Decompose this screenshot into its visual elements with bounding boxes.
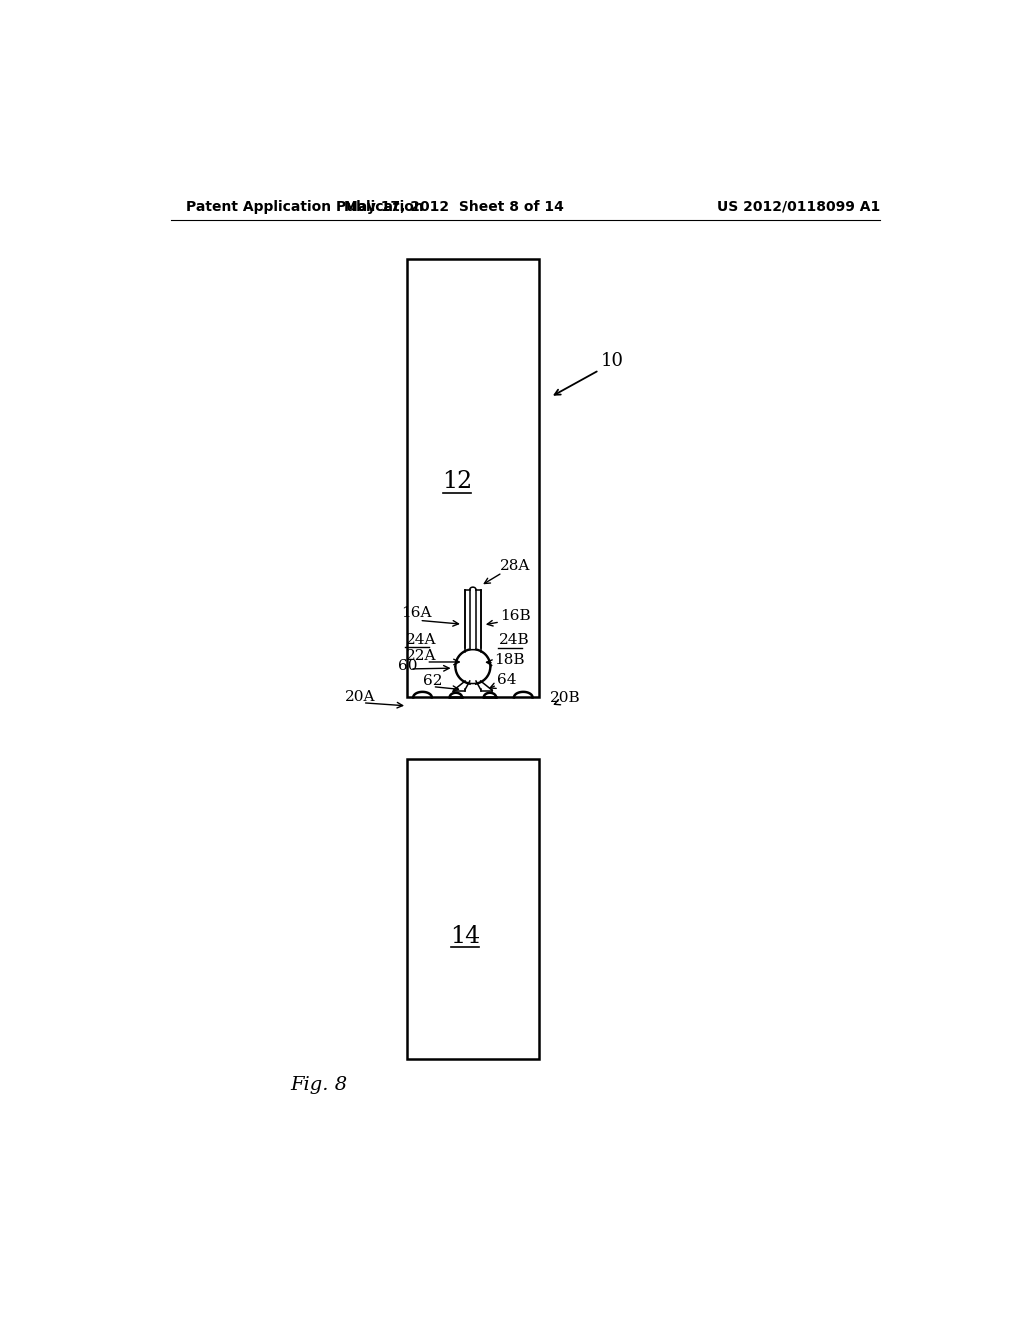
Bar (407, 259, 539, 697)
Text: Fig. 8: Fig. 8 (291, 1076, 348, 1094)
Text: 60: 60 (397, 659, 417, 673)
Text: 20A: 20A (345, 690, 376, 705)
Text: 14: 14 (450, 924, 480, 948)
Text: 22A: 22A (406, 649, 436, 664)
Text: 18B: 18B (494, 652, 524, 667)
Text: 28A: 28A (500, 560, 530, 573)
Text: 62: 62 (423, 675, 442, 688)
Text: 24B: 24B (499, 634, 529, 647)
Text: May 17, 2012  Sheet 8 of 14: May 17, 2012 Sheet 8 of 14 (344, 199, 563, 214)
Text: US 2012/0118099 A1: US 2012/0118099 A1 (717, 199, 881, 214)
Bar (407, 759, 539, 1059)
Text: 12: 12 (442, 470, 472, 494)
Text: Patent Application Publication: Patent Application Publication (186, 199, 424, 214)
Text: 24A: 24A (406, 632, 436, 647)
Text: 16A: 16A (400, 606, 431, 620)
Text: 16B: 16B (500, 610, 530, 623)
Text: 10: 10 (601, 352, 624, 371)
Text: 20B: 20B (550, 692, 581, 705)
Text: 64: 64 (497, 673, 516, 686)
